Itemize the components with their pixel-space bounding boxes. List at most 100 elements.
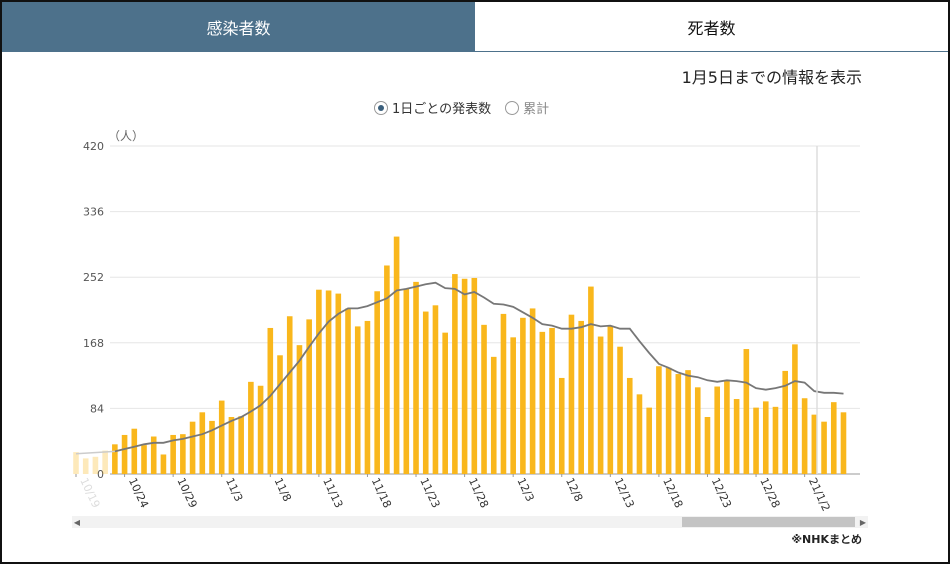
y-tick-label: 84: [90, 402, 104, 415]
bar: [102, 450, 108, 474]
bar: [82, 458, 89, 474]
bar: [277, 355, 283, 474]
bar: [811, 414, 818, 474]
y-tick-label: 336: [83, 206, 104, 219]
bar: [529, 308, 536, 474]
bar: [374, 291, 380, 474]
bar: [228, 416, 235, 474]
bar: [772, 406, 779, 474]
bar: [199, 412, 206, 474]
tab-infections[interactable]: 感染者数: [2, 2, 475, 52]
x-tick-label: 11/8: [272, 476, 294, 504]
bar: [335, 293, 342, 474]
x-tick-label: 12/3: [514, 476, 536, 504]
radio-unselected-icon: [505, 100, 520, 115]
bar: [73, 452, 79, 474]
bar: [461, 278, 468, 474]
bar: [316, 289, 322, 474]
bar: [422, 311, 429, 474]
bar: [121, 434, 128, 474]
moving-average-line: [114, 281, 844, 453]
bar: [112, 444, 118, 474]
bar: [694, 387, 701, 474]
bar: [432, 305, 439, 474]
bar: [209, 420, 215, 474]
bar: [792, 344, 798, 474]
y-axis-unit-label: （人）: [108, 129, 144, 143]
bar: [490, 356, 497, 474]
scrollbar-thumb[interactable]: [682, 517, 855, 527]
bar: [539, 331, 546, 474]
bar: [248, 381, 254, 474]
bar: [801, 398, 808, 474]
bar: [218, 400, 225, 474]
bar: [306, 319, 312, 474]
bar: [141, 445, 147, 474]
bar: [180, 434, 186, 474]
bar: [92, 456, 99, 474]
bar: [345, 308, 351, 474]
bar: [286, 316, 293, 474]
bar: [558, 377, 565, 474]
x-tick-label: 11/18: [369, 476, 394, 510]
bar: [597, 336, 604, 474]
scroll-right-icon[interactable]: ▶: [859, 517, 867, 527]
bar: [656, 366, 662, 474]
bar: [354, 326, 361, 474]
bar: [714, 386, 720, 474]
y-tick-label: 168: [83, 337, 104, 350]
radio-cumulative[interactable]: 累計: [505, 98, 549, 117]
scroll-left-icon[interactable]: ◀: [73, 517, 81, 527]
bar: [821, 421, 827, 474]
bar: [510, 337, 516, 474]
bar: [393, 236, 400, 474]
bar: [607, 325, 614, 474]
radio-cumulative-label: 累計: [523, 102, 550, 117]
bar: [665, 367, 672, 474]
bar: [267, 327, 274, 474]
y-tick-label: 252: [83, 271, 104, 284]
bar: [257, 385, 264, 474]
source-note: ※NHKまとめ: [791, 533, 862, 546]
radio-daily[interactable]: 1日ごとの発表数: [374, 98, 491, 117]
x-tick-label: 10/29: [174, 476, 199, 510]
bar: [471, 277, 478, 474]
y-tick-label: 420: [83, 140, 104, 153]
bar: [840, 412, 847, 474]
bar: [549, 327, 555, 474]
bar: [753, 407, 759, 474]
view-mode-radio-group: 1日ごとの発表数 累計: [374, 98, 549, 117]
bar: [617, 346, 623, 474]
bar: [685, 370, 691, 474]
bar: [131, 428, 138, 474]
bar: [452, 274, 458, 474]
x-tick-label: 10/24: [126, 476, 151, 510]
bar: [481, 324, 487, 474]
bar: [160, 454, 167, 474]
x-tick-label: 12/28: [757, 476, 782, 510]
chart-scrollbar[interactable]: ◀ ▶: [72, 516, 868, 528]
bar: [384, 265, 390, 474]
radio-selected-icon: [374, 100, 388, 115]
x-tick-label: 12/23: [709, 476, 734, 510]
x-tick-label: 11/28: [466, 476, 491, 510]
x-tick-label: 12/13: [612, 476, 637, 510]
bar: [626, 377, 633, 474]
bar: [762, 401, 769, 474]
x-tick-label: 11/3: [223, 476, 245, 504]
bar: [413, 281, 419, 474]
tab-deaths[interactable]: 死者数: [475, 2, 948, 52]
bar: [578, 320, 584, 474]
bar: [568, 314, 575, 474]
bar: [704, 416, 711, 474]
bar: [296, 345, 303, 474]
bar: [733, 399, 740, 474]
bar: [636, 394, 643, 474]
moving-average-line-faded: [75, 450, 115, 455]
bar: [675, 374, 682, 474]
bar: [500, 313, 507, 474]
info-date-text: 1月5日までの情報を表示: [681, 68, 862, 87]
bar: [646, 407, 652, 474]
radio-daily-label: 1日ごとの発表数: [392, 102, 492, 117]
